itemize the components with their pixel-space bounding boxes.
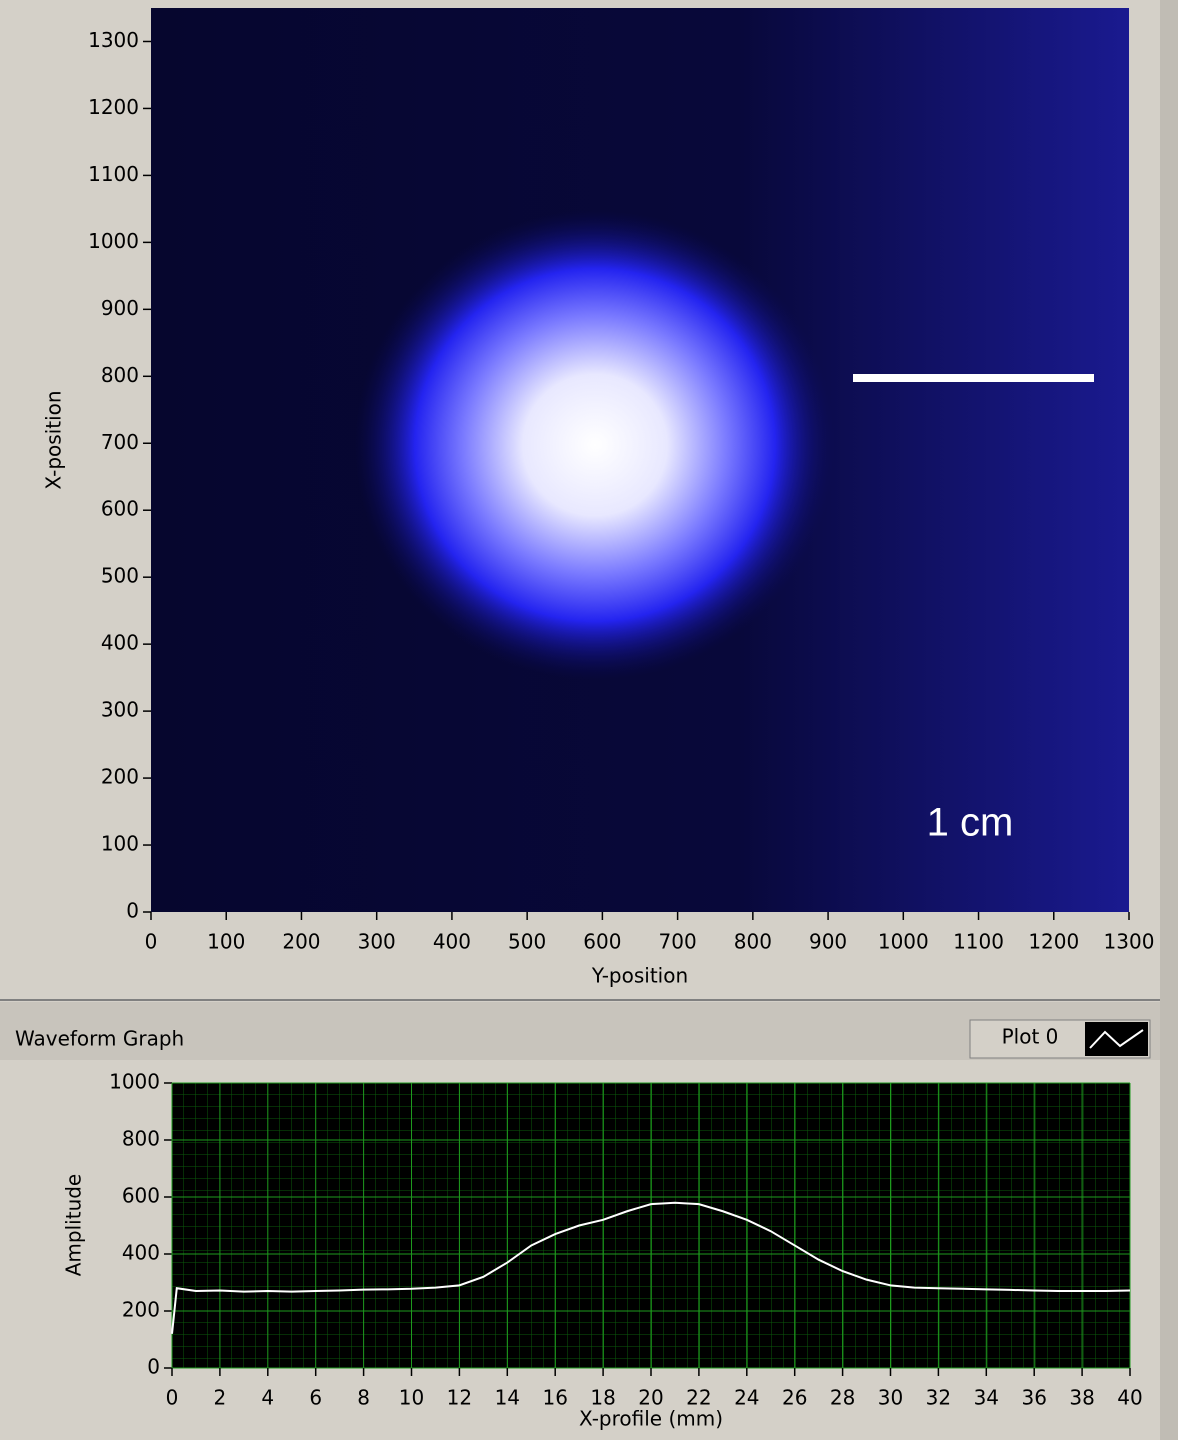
x-tick-label: 34	[974, 1386, 999, 1410]
x-tick-label: 36	[1021, 1386, 1046, 1410]
y-tick-label: 1300	[88, 28, 139, 52]
legend-swatch	[1085, 1022, 1148, 1056]
y-tick-label: 600	[122, 1184, 160, 1208]
x-tick-label: 900	[809, 930, 847, 954]
screen: 1 cm Y-position X-position Waveform Grap…	[0, 0, 1178, 1440]
y-axis-label: X-position	[42, 390, 66, 489]
y-tick-label: 900	[101, 296, 139, 320]
x-tick-label: 200	[282, 930, 320, 954]
y-tick-label: 500	[101, 564, 139, 588]
x-tick-label: 6	[309, 1386, 322, 1410]
x-tick-label: 20	[638, 1386, 663, 1410]
x-tick-label: 1200	[1028, 930, 1079, 954]
x-tick-label: 400	[433, 930, 471, 954]
x-tick-label: 500	[508, 930, 546, 954]
x-tick-label: 38	[1069, 1386, 1094, 1410]
x-tick-label: 1300	[1104, 930, 1155, 954]
x-tick-label: 18	[590, 1386, 615, 1410]
y-tick-label: 700	[101, 430, 139, 454]
x-tick-label: 8	[357, 1386, 370, 1410]
x-tick-label: 16	[542, 1386, 567, 1410]
x-tick-label: 30	[878, 1386, 903, 1410]
y-tick-label: 0	[147, 1355, 160, 1379]
legend-label: Plot 0	[1002, 1025, 1059, 1049]
x-tick-label: 800	[734, 930, 772, 954]
x-tick-label: 22	[686, 1386, 711, 1410]
y-tick-label: 200	[122, 1298, 160, 1322]
x-tick-label: 1000	[878, 930, 929, 954]
y-tick-label: 800	[101, 363, 139, 387]
y-axis-label: Amplitude	[62, 1174, 86, 1277]
x-tick-label: 32	[926, 1386, 951, 1410]
y-tick-label: 100	[101, 832, 139, 856]
x-tick-label: 26	[782, 1386, 807, 1410]
x-tick-label: 0	[145, 930, 158, 954]
x-tick-label: 28	[830, 1386, 855, 1410]
y-tick-label: 1100	[88, 162, 139, 186]
beam-spot	[355, 210, 835, 680]
page: 1 cm Y-position X-position Waveform Grap…	[0, 0, 1178, 1440]
x-axis-label: Y-position	[591, 964, 688, 988]
x-tick-label: 10	[399, 1386, 424, 1410]
x-tick-label: 1100	[953, 930, 1004, 954]
y-tick-label: 400	[122, 1241, 160, 1265]
x-tick-label: 2	[214, 1386, 227, 1410]
x-tick-label: 24	[734, 1386, 759, 1410]
y-tick-label: 1000	[88, 229, 139, 253]
x-tick-label: 600	[583, 930, 621, 954]
x-tick-label: 300	[358, 930, 396, 954]
y-tick-label: 400	[101, 631, 139, 655]
y-tick-label: 0	[126, 899, 139, 923]
frame-edge	[1160, 0, 1178, 1440]
y-tick-label: 600	[101, 497, 139, 521]
y-tick-label: 300	[101, 698, 139, 722]
x-tick-label: 700	[659, 930, 697, 954]
y-tick-label: 1200	[88, 95, 139, 119]
x-tick-label: 4	[261, 1386, 274, 1410]
y-tick-label: 1000	[109, 1070, 160, 1094]
scale-bar	[853, 374, 1094, 382]
graph-title: Waveform Graph	[15, 1027, 184, 1051]
y-tick-label: 200	[101, 765, 139, 789]
scale-label: 1 cm	[927, 801, 1014, 845]
x-tick-label: 14	[495, 1386, 520, 1410]
x-axis-label: X-profile (mm)	[579, 1407, 723, 1431]
x-tick-label: 12	[447, 1386, 472, 1410]
y-tick-label: 800	[122, 1127, 160, 1151]
x-tick-label: 100	[207, 930, 245, 954]
x-tick-label: 40	[1117, 1386, 1142, 1410]
x-tick-label: 0	[166, 1386, 179, 1410]
